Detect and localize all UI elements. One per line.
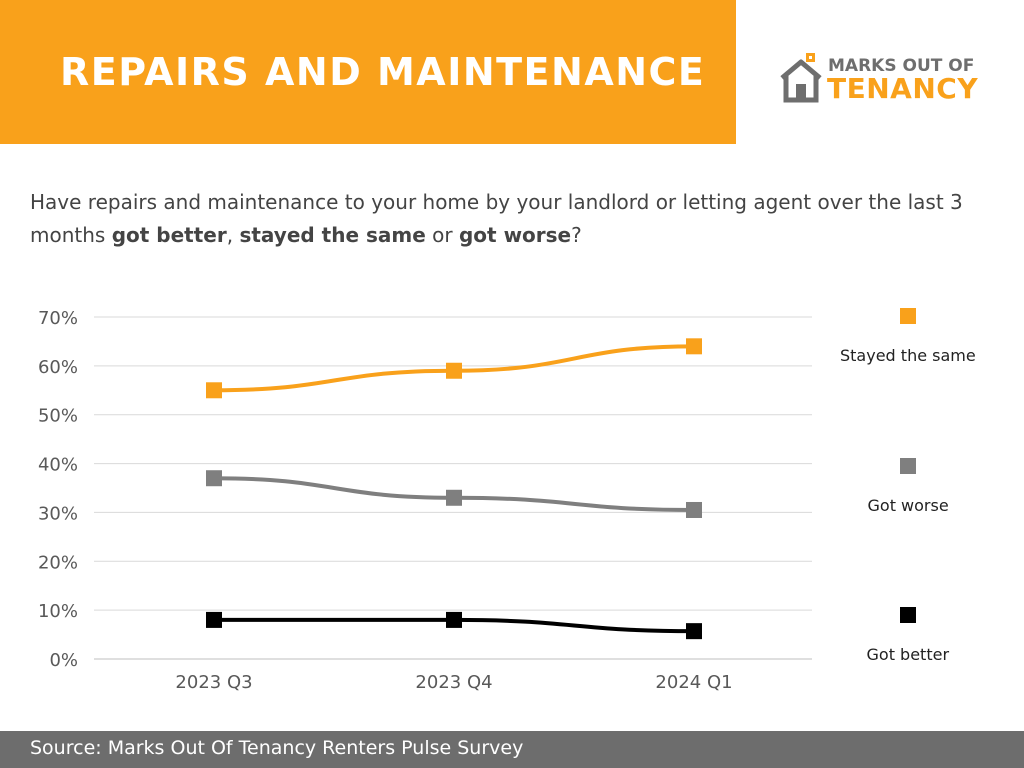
brand-logo: MARKS OUT OF TENANCY xyxy=(778,52,998,108)
data-point xyxy=(446,362,462,379)
y-tick-label: 10% xyxy=(38,601,78,622)
logo-line2: TENANCY xyxy=(827,72,979,105)
logo-line1: MARKS OUT OF xyxy=(828,56,975,76)
header-band xyxy=(0,0,736,144)
y-tick-label: 20% xyxy=(38,552,78,573)
y-tick-label: 0% xyxy=(49,650,78,671)
x-tick-label: 2023 Q4 xyxy=(415,672,492,693)
data-point xyxy=(686,501,702,518)
option-stayed-same: stayed the same xyxy=(239,223,426,247)
legend-label: Got better xyxy=(866,645,950,664)
question-sep1: , xyxy=(226,223,240,247)
source-note: Source: Marks Out Of Tenancy Renters Pul… xyxy=(30,737,524,759)
y-tick-label: 50% xyxy=(38,406,78,427)
legend-swatch xyxy=(900,607,916,623)
y-tick-label: 60% xyxy=(38,357,78,378)
data-point xyxy=(206,611,222,628)
data-point xyxy=(686,338,702,355)
legend-swatch xyxy=(900,458,916,474)
option-got-worse: got worse xyxy=(458,223,572,247)
y-tick-label: 30% xyxy=(38,503,78,524)
x-tick-label: 2023 Q3 xyxy=(175,672,252,693)
data-point xyxy=(206,382,222,399)
data-point xyxy=(446,489,462,506)
question-end: ? xyxy=(571,223,582,247)
y-tick-label: 70% xyxy=(38,308,78,329)
question-sep2: or xyxy=(425,223,459,247)
legend-swatch xyxy=(900,308,916,324)
survey-question: Have repairs and maintenance to your hom… xyxy=(30,186,1000,252)
house-icon xyxy=(780,53,822,103)
legend-label: Stayed the same xyxy=(840,346,976,365)
legend-label: Got worse xyxy=(867,496,949,515)
question-text: Have repairs and maintenance to your hom… xyxy=(30,190,963,247)
x-tick-label: 2024 Q1 xyxy=(655,672,732,693)
data-point xyxy=(206,470,222,487)
option-got-better: got better xyxy=(111,223,227,247)
line-chart: 0% 10% 20% 30% 40% 50% 60% 70% 2023 Q3 2023 Q4 202… xyxy=(38,308,812,693)
data-point xyxy=(686,623,702,640)
y-tick-label: 40% xyxy=(38,455,78,476)
page-title: REPAIRS AND MAINTENANCE xyxy=(60,50,706,94)
data-point xyxy=(446,611,462,628)
footer-bar: Source: Marks Out Of Tenancy Renters Pul… xyxy=(0,731,1024,768)
